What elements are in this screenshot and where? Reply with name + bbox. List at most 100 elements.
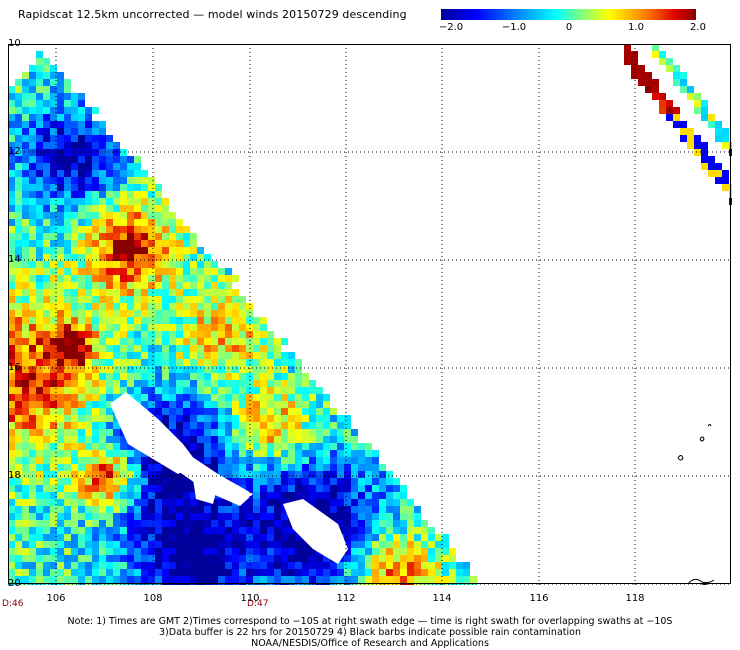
wind-cell <box>99 541 106 548</box>
wind-cell <box>323 401 330 408</box>
coastline <box>677 424 715 585</box>
wind-cell <box>169 317 176 324</box>
wind-cell <box>64 128 71 135</box>
wind-cell <box>127 450 134 457</box>
wind-cell <box>43 289 50 296</box>
wind-cell <box>232 513 239 520</box>
wind-cell <box>386 478 393 485</box>
wind-cell <box>99 450 106 457</box>
wind-cell <box>134 513 141 520</box>
wind-cell <box>106 401 113 408</box>
wind-cell <box>386 527 393 534</box>
wind-cell <box>414 555 421 562</box>
wind-cell <box>141 324 148 331</box>
wind-cell <box>295 464 302 471</box>
wind-cell <box>78 464 85 471</box>
wind-cell <box>379 513 386 520</box>
wind-cell <box>85 478 92 485</box>
wind-cell <box>57 107 64 114</box>
wind-cell <box>239 527 246 534</box>
wind-cell <box>631 51 638 58</box>
lat-label: 14 <box>8 254 21 265</box>
wind-cell <box>106 303 113 310</box>
wind-cell <box>148 506 155 513</box>
wind-cell <box>169 373 176 380</box>
wind-cell <box>85 254 92 261</box>
wind-cell <box>148 219 155 226</box>
wind-cell <box>43 534 50 541</box>
wind-cell <box>71 408 78 415</box>
wind-cell <box>127 324 134 331</box>
wind-cell <box>50 219 57 226</box>
wind-cell <box>435 569 442 576</box>
wind-cell <box>29 443 36 450</box>
wind-cell <box>36 65 43 72</box>
wind-cell <box>323 485 330 492</box>
wind-cell <box>120 380 127 387</box>
wind-cell <box>330 464 337 471</box>
wind-cell <box>379 499 386 506</box>
wind-cell <box>106 450 113 457</box>
wind-cell <box>302 415 309 422</box>
wind-cell <box>246 506 253 513</box>
wind-cell <box>64 380 71 387</box>
wind-cell <box>50 72 57 79</box>
wind-cell <box>645 72 652 79</box>
wind-cell <box>260 373 267 380</box>
wind-cell <box>43 548 50 555</box>
wind-cell <box>15 331 22 338</box>
wind-cell <box>253 520 260 527</box>
wind-cell <box>232 429 239 436</box>
wind-cell <box>36 450 43 457</box>
wind-cell <box>204 387 211 394</box>
wind-cell <box>323 562 330 569</box>
wind-cell <box>253 443 260 450</box>
wind-cell <box>127 233 134 240</box>
wind-cell <box>22 198 29 205</box>
wind-cell <box>71 548 78 555</box>
wind-cell <box>36 562 43 569</box>
wind-cell <box>106 198 113 205</box>
wind-cell <box>29 555 36 562</box>
wind-cell <box>344 492 351 499</box>
wind-cell <box>197 562 204 569</box>
wind-cell <box>57 289 64 296</box>
wind-cell <box>57 492 64 499</box>
wind-cell <box>309 471 316 478</box>
wind-cell <box>106 562 113 569</box>
wind-cell <box>190 499 197 506</box>
wind-cell <box>680 128 687 135</box>
wind-cell <box>71 212 78 219</box>
wind-cell <box>99 513 106 520</box>
wind-cell <box>372 569 379 576</box>
wind-cell <box>253 373 260 380</box>
wind-cell <box>288 492 295 499</box>
wind-cell <box>78 408 85 415</box>
wind-cell <box>211 268 218 275</box>
wind-cell <box>162 380 169 387</box>
wind-cell <box>715 163 722 170</box>
wind-cell <box>43 471 50 478</box>
wind-cell <box>232 394 239 401</box>
wind-cell <box>15 450 22 457</box>
wind-cell <box>148 513 155 520</box>
wind-cell <box>232 303 239 310</box>
wind-cell <box>29 331 36 338</box>
wind-cell <box>148 268 155 275</box>
wind-cell <box>197 436 204 443</box>
wind-cell <box>225 471 232 478</box>
wind-cell <box>400 541 407 548</box>
wind-cell <box>253 394 260 401</box>
wind-cell <box>85 401 92 408</box>
wind-cell <box>99 282 106 289</box>
wind-cell <box>50 247 57 254</box>
wind-cell <box>22 478 29 485</box>
wind-cell <box>176 282 183 289</box>
wind-cell <box>36 527 43 534</box>
wind-cell <box>267 569 274 576</box>
wind-cell <box>127 562 134 569</box>
wind-cell <box>64 184 71 191</box>
wind-cell <box>92 548 99 555</box>
wind-cell <box>134 226 141 233</box>
wind-cell <box>120 317 127 324</box>
